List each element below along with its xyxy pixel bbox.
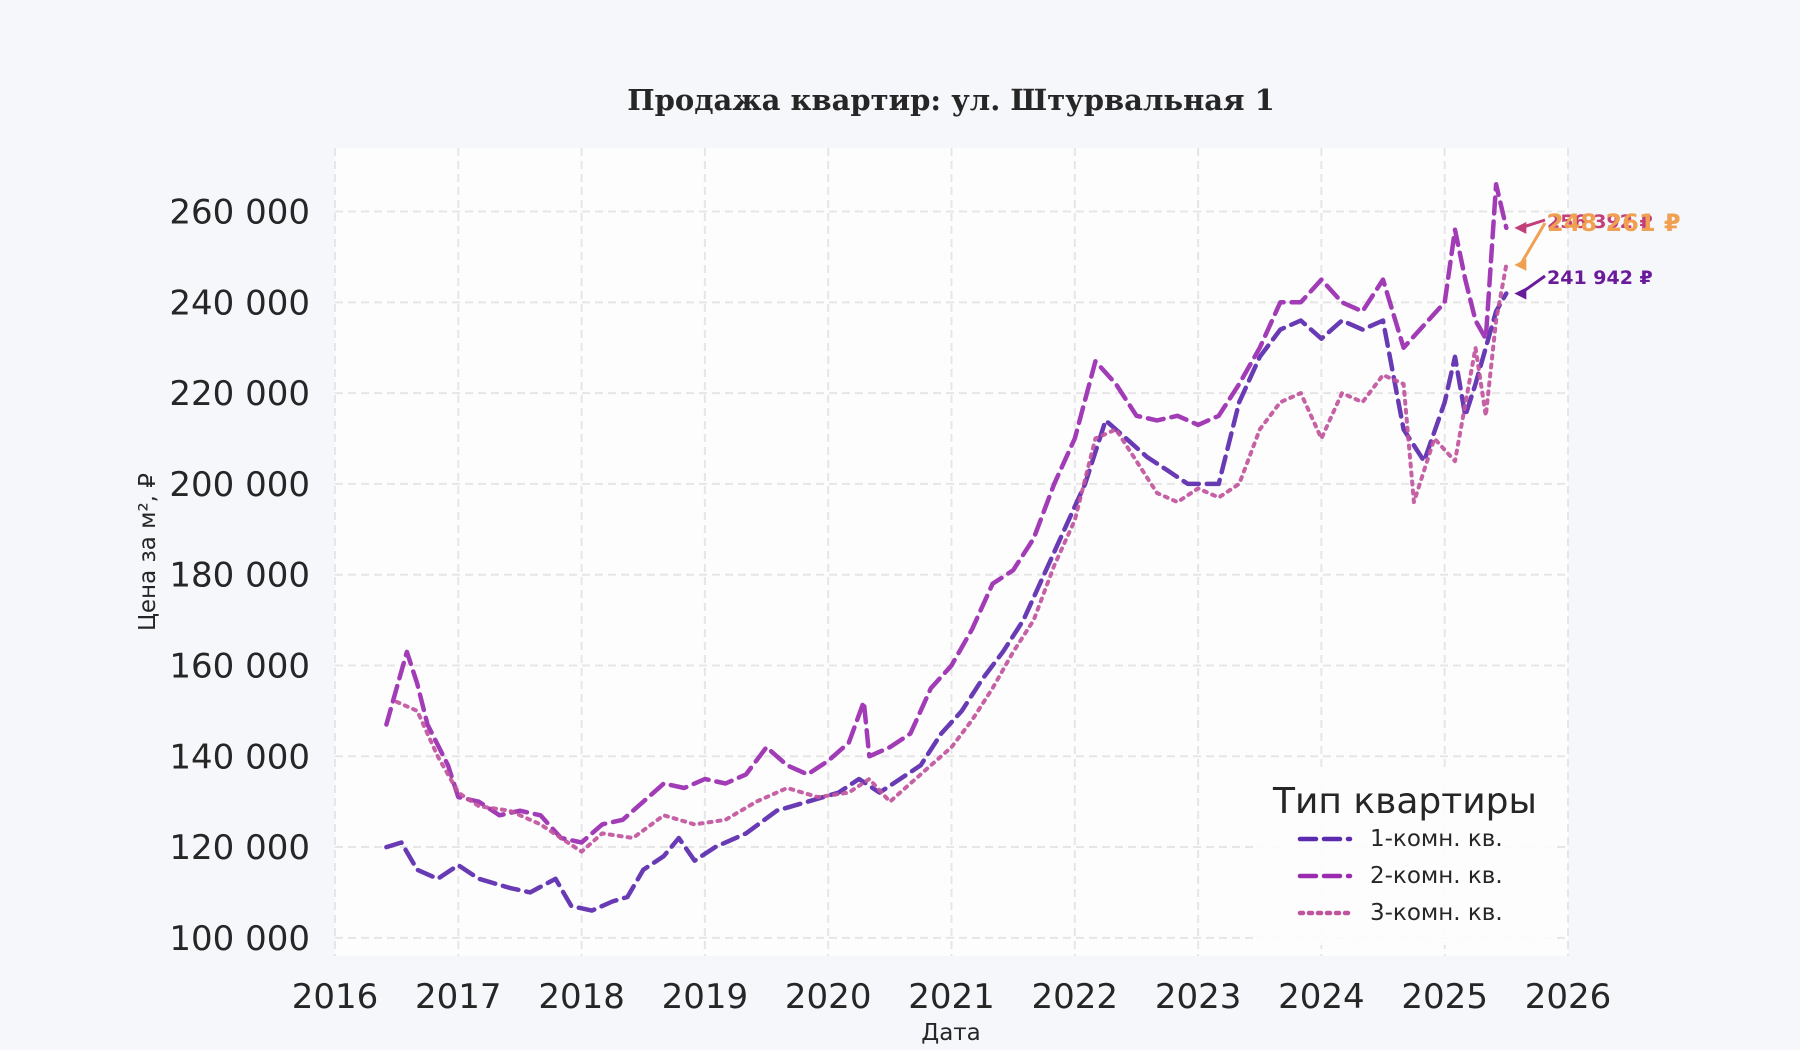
legend-entries: 1-комн. кв. 2-комн. кв. 3-комн. кв. xyxy=(1297,826,1503,926)
x-tick-label: 2018 xyxy=(538,977,625,1017)
x-tick-label: 2025 xyxy=(1401,977,1488,1017)
x-tick-label: 2019 xyxy=(662,977,749,1017)
x-tick-label: 2020 xyxy=(785,977,872,1017)
y-tick-label: 140 000 xyxy=(169,737,310,777)
annotation-arrowhead xyxy=(1514,221,1527,234)
legend-label: 3-комн. кв. xyxy=(1370,900,1503,926)
x-tick-label: 2022 xyxy=(1032,977,1119,1017)
legend-label: 2-комн. кв. xyxy=(1370,863,1503,889)
y-tick-label: 260 000 xyxy=(169,193,310,233)
annotation-arrow xyxy=(1519,222,1547,266)
y-tick-label: 100 000 xyxy=(169,919,310,959)
x-tick-label: 2017 xyxy=(415,977,502,1017)
end-value-label: 256 392 ₽ xyxy=(1547,211,1653,233)
legend-label: 1-комн. кв. xyxy=(1370,826,1503,852)
y-tick-label: 200 000 xyxy=(169,465,310,505)
y-tick-label: 220 000 xyxy=(169,374,310,414)
end-value-label: 241 942 ₽ xyxy=(1547,267,1653,289)
end-annotations: 241 942 ₽ 256 392 ₽248 261 ₽ xyxy=(1514,209,1681,300)
y-tick-label: 240 000 xyxy=(169,283,310,323)
x-tick-label: 2024 xyxy=(1278,977,1365,1017)
x-tick-label: 2016 xyxy=(292,977,379,1017)
annotation-arrowhead xyxy=(1514,287,1527,300)
y-axis-label: Цена за м², ₽ xyxy=(135,473,161,631)
chart-title: Продажа квартир: ул. Штурвальная 1 xyxy=(627,83,1275,117)
legend-title: Тип квартиры xyxy=(1272,781,1537,822)
legend-box xyxy=(1255,770,1555,945)
annotation-arrowhead xyxy=(1514,258,1527,271)
y-tick-label: 180 000 xyxy=(169,556,310,596)
x-axis-label: Дата xyxy=(921,1020,981,1046)
series-line xyxy=(384,182,1509,845)
y-tick-label: 120 000 xyxy=(169,828,310,868)
tick-labels: 2016 2017 2018 2019 2020 2021 2022 2023 2024 2025… xyxy=(169,193,1611,1017)
series-line xyxy=(384,291,1509,913)
x-tick-label: 2021 xyxy=(908,977,995,1017)
series-layer xyxy=(384,182,1509,913)
end-value-label: 248 261 ₽ xyxy=(1547,209,1681,237)
legend: Тип квартиры 1-комн. кв. 2-комн. кв. 3-ком… xyxy=(1255,770,1555,945)
y-tick-label: 160 000 xyxy=(169,646,310,686)
x-tick-label: 2026 xyxy=(1525,977,1612,1017)
x-tick-label: 2023 xyxy=(1155,977,1242,1017)
